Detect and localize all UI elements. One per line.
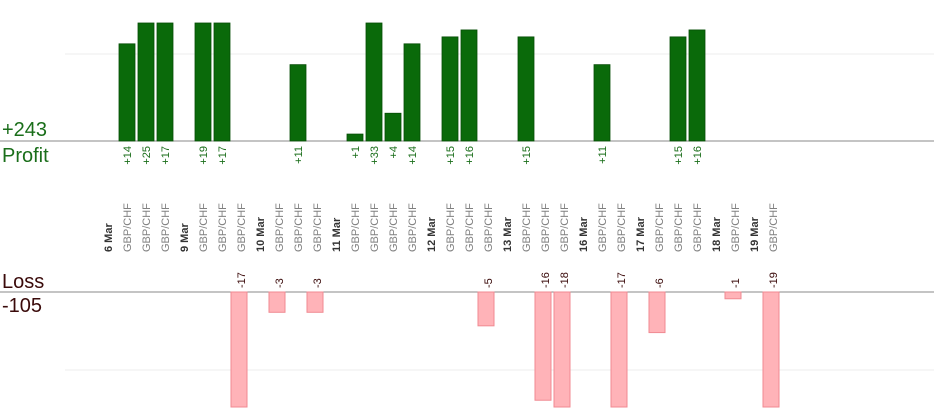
pair-label: GBP/CHF <box>654 203 666 252</box>
profit-bar <box>118 43 136 142</box>
profit-bar <box>688 29 706 142</box>
date-label: 18 Mar <box>711 216 723 252</box>
date-label: 11 Mar <box>331 217 343 252</box>
profit-bar <box>460 29 478 142</box>
pair-label: GBP/CHF <box>122 203 134 252</box>
loss-bar <box>553 291 571 408</box>
pair-label: GBP/CHF <box>730 203 742 252</box>
pair-label: GBP/CHF <box>388 203 400 252</box>
profit-bar <box>441 36 459 142</box>
profit-value-label: +17 <box>160 146 172 165</box>
labels-layer: 6 Mar GBP/CHF +14 GBP/CHF +25 GBP/CHF +17 9 Mar… <box>103 146 780 288</box>
pair-label: GBP/CHF <box>464 203 476 252</box>
date-label: 9 Mar <box>179 223 191 252</box>
pair-label: GBP/CHF <box>407 203 419 252</box>
profit-value-label: +16 <box>692 146 704 165</box>
pair-label: GBP/CHF <box>559 203 571 252</box>
loss-bar <box>306 291 324 313</box>
loss-bar <box>534 291 552 401</box>
profit-value-label: +11 <box>293 146 305 164</box>
loss-value-label: -1 <box>730 278 742 288</box>
loss-value-label: -3 <box>312 278 324 288</box>
profit-bar <box>156 22 174 142</box>
loss-bar <box>610 291 628 408</box>
pair-label: GBP/CHF <box>350 203 362 252</box>
profit-label: Profit <box>2 145 49 167</box>
date-label: 19 Mar <box>749 216 761 252</box>
profit-value-label: +15 <box>673 146 685 165</box>
pair-label: GBP/CHF <box>445 203 457 252</box>
profit-value-label: +4 <box>388 146 400 159</box>
pair-label: GBP/CHF <box>141 203 153 252</box>
profit-bar <box>213 22 231 142</box>
profit-value-label: +14 <box>122 146 134 165</box>
profit-value-label: +16 <box>464 146 476 165</box>
profit-bar <box>137 22 155 142</box>
profit-bar <box>517 36 535 142</box>
pair-label: GBP/CHF <box>236 203 248 252</box>
pair-label: GBP/CHF <box>483 203 495 252</box>
pair-label: GBP/CHF <box>217 203 229 252</box>
profit-bar <box>403 43 421 142</box>
loss-bar <box>230 291 248 408</box>
pair-label: GBP/CHF <box>160 203 172 252</box>
pair-label: GBP/CHF <box>274 203 286 252</box>
profit-bar <box>346 133 364 142</box>
profit-value-label: +1 <box>350 146 362 159</box>
loss-total: -105 <box>2 295 43 317</box>
loss-bar <box>724 291 742 300</box>
loss-value-label: -6 <box>654 278 666 288</box>
loss-value-label: -16 <box>540 272 552 288</box>
date-label: 6 Mar <box>103 223 115 252</box>
pair-label: GBP/CHF <box>673 203 685 252</box>
pair-label: GBP/CHF <box>198 203 210 252</box>
pair-label: GBP/CHF <box>768 203 780 252</box>
profit-value-label: +15 <box>521 146 533 165</box>
loss-bar <box>268 291 286 313</box>
date-label: 10 Mar <box>255 216 267 252</box>
pair-label: GBP/CHF <box>369 203 381 252</box>
loss-bar <box>477 291 495 327</box>
loss-bar <box>762 291 780 408</box>
date-label: 17 Mar <box>635 216 647 252</box>
loss-value-label: -5 <box>483 278 495 288</box>
pair-label: GBP/CHF <box>692 203 704 252</box>
profit-value-label: +17 <box>217 146 229 165</box>
profit-bar <box>289 64 307 142</box>
profit-bar <box>384 112 402 142</box>
pair-label: GBP/CHF <box>597 203 609 252</box>
pair-label: GBP/CHF <box>293 203 305 252</box>
pair-label: GBP/CHF <box>312 203 324 252</box>
loss-value-label: -17 <box>616 272 628 288</box>
profit-bar <box>365 22 383 142</box>
loss-value-label: -19 <box>768 272 780 288</box>
loss-value-label: -18 <box>559 272 571 288</box>
loss-value-label: -3 <box>274 278 286 288</box>
profit-value-label: +11 <box>597 146 609 164</box>
profit-bar <box>669 36 687 142</box>
loss-bar <box>648 291 666 334</box>
loss-value-label: -17 <box>236 272 248 288</box>
date-label: 13 Mar <box>502 216 514 252</box>
bars-layer <box>118 22 780 408</box>
profit-bar <box>593 64 611 142</box>
profit-bar <box>194 22 212 142</box>
loss-label: Loss <box>2 271 45 293</box>
profit-value-label: +14 <box>407 146 419 165</box>
profit-value-label: +15 <box>445 146 457 165</box>
profit-value-label: +19 <box>198 146 210 165</box>
profit-total: +243 <box>2 119 48 141</box>
date-label: 16 Mar <box>578 216 590 252</box>
pair-label: GBP/CHF <box>521 203 533 252</box>
pair-label: GBP/CHF <box>616 203 628 252</box>
pair-label: GBP/CHF <box>540 203 552 252</box>
date-label: 12 Mar <box>426 216 438 252</box>
profit-value-label: +33 <box>369 146 381 165</box>
profit-value-label: +25 <box>141 146 153 165</box>
